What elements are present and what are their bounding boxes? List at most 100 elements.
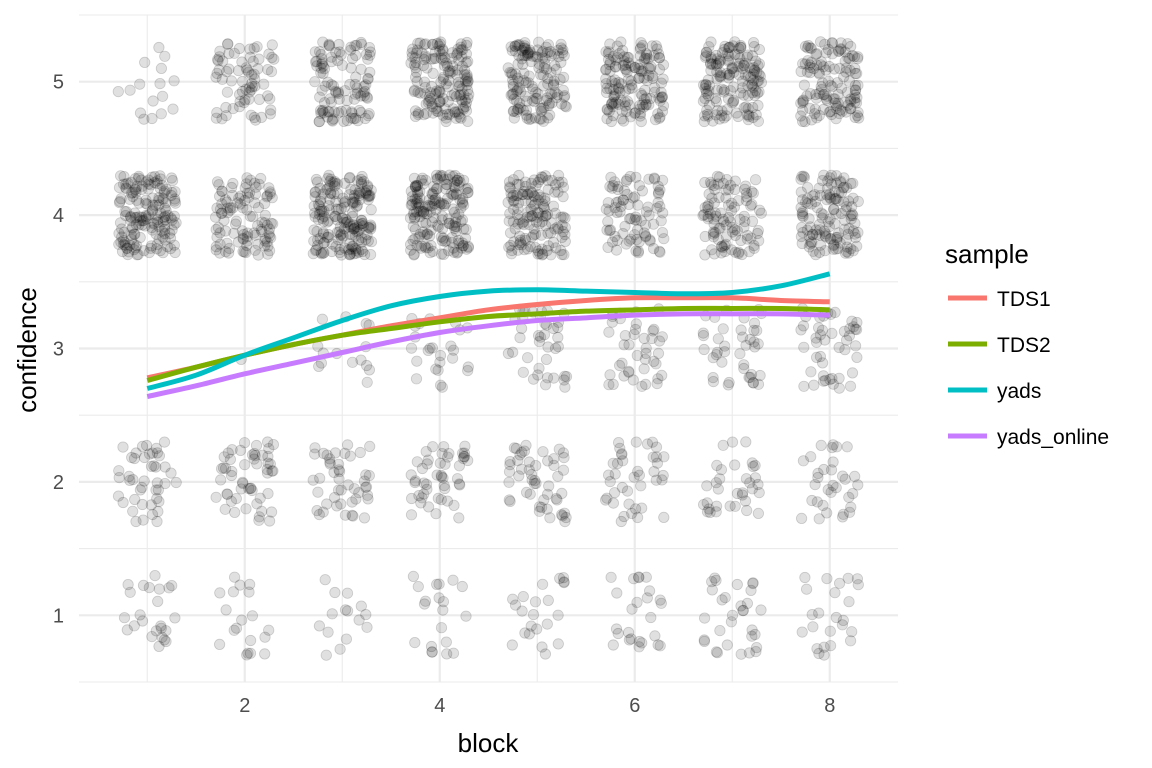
data-point <box>407 220 419 232</box>
data-point <box>405 342 418 354</box>
data-point <box>420 52 432 64</box>
data-point <box>404 212 417 224</box>
data-point <box>602 469 615 481</box>
data-point <box>316 84 328 96</box>
data-point <box>151 477 163 489</box>
data-point <box>224 453 236 465</box>
data-point <box>558 576 570 589</box>
data-point <box>429 46 442 58</box>
data-point <box>316 212 328 224</box>
data-point <box>446 47 458 59</box>
data-point <box>819 374 831 387</box>
data-point <box>156 631 168 643</box>
data-point <box>248 227 260 239</box>
data-point <box>617 194 629 206</box>
data-point <box>450 225 462 237</box>
data-point <box>709 572 721 584</box>
data-point <box>237 476 249 488</box>
data-point <box>462 242 474 254</box>
data-point <box>824 640 837 652</box>
data-point <box>423 194 435 206</box>
data-point <box>216 198 228 210</box>
data-point <box>318 247 330 259</box>
data-point <box>428 212 440 224</box>
data-point <box>315 248 328 260</box>
data-point <box>244 187 256 199</box>
data-point <box>166 186 178 198</box>
data-point <box>443 169 456 181</box>
data-point <box>221 488 233 500</box>
data-point <box>136 219 148 231</box>
data-point <box>345 41 357 53</box>
data-point <box>328 180 341 192</box>
data-point <box>312 198 324 211</box>
data-point <box>134 107 147 119</box>
data-point <box>646 40 658 52</box>
data-point <box>165 467 177 479</box>
data-point <box>113 465 125 477</box>
data-point <box>346 210 358 223</box>
data-point <box>255 111 268 124</box>
data-point <box>426 342 438 354</box>
data-point <box>354 219 366 231</box>
data-point <box>422 199 434 212</box>
data-point <box>163 582 175 594</box>
data-point <box>255 172 267 185</box>
data-point <box>145 499 157 511</box>
data-point <box>424 206 436 218</box>
data-point <box>450 112 462 124</box>
data-point <box>238 97 250 109</box>
data-point <box>125 176 137 188</box>
data-point <box>332 458 345 470</box>
data-point <box>248 42 260 54</box>
data-point <box>741 504 753 517</box>
data-point <box>236 225 248 237</box>
data-point <box>557 181 570 193</box>
data-point <box>153 583 165 595</box>
data-point <box>737 604 749 617</box>
data-point <box>548 372 560 384</box>
data-point <box>241 231 253 243</box>
data-point <box>430 204 442 216</box>
data-point <box>333 46 346 58</box>
data-point <box>246 69 258 81</box>
data-point <box>349 222 361 234</box>
data-point <box>232 236 244 248</box>
data-point <box>749 472 762 484</box>
data-point <box>844 635 857 647</box>
data-point <box>331 500 343 512</box>
data-point <box>356 170 368 183</box>
data-point <box>125 211 137 223</box>
data-point <box>347 510 359 522</box>
data-point <box>224 202 236 214</box>
data-point <box>265 217 277 229</box>
data-point <box>335 203 347 215</box>
data-point <box>265 104 277 116</box>
data-point <box>321 449 333 461</box>
data-point <box>431 469 443 481</box>
data-point <box>240 62 252 74</box>
data-point <box>798 79 811 91</box>
data-point <box>317 60 329 72</box>
data-point <box>170 217 182 229</box>
data-point <box>421 62 433 74</box>
data-point <box>413 489 425 502</box>
data-point <box>356 218 368 230</box>
data-point <box>146 630 158 643</box>
data-point <box>630 318 642 330</box>
data-point <box>122 177 134 189</box>
data-point <box>800 583 813 595</box>
data-point <box>120 178 132 190</box>
data-point <box>751 324 763 337</box>
data-point <box>326 238 338 250</box>
data-point <box>159 202 171 214</box>
data-point <box>342 244 355 256</box>
data-point <box>159 228 171 240</box>
data-point <box>312 239 324 251</box>
data-point <box>168 239 180 251</box>
data-point <box>248 453 260 465</box>
data-point <box>242 647 254 659</box>
data-point <box>243 191 255 203</box>
data-point <box>751 227 764 240</box>
data-point <box>232 65 245 77</box>
